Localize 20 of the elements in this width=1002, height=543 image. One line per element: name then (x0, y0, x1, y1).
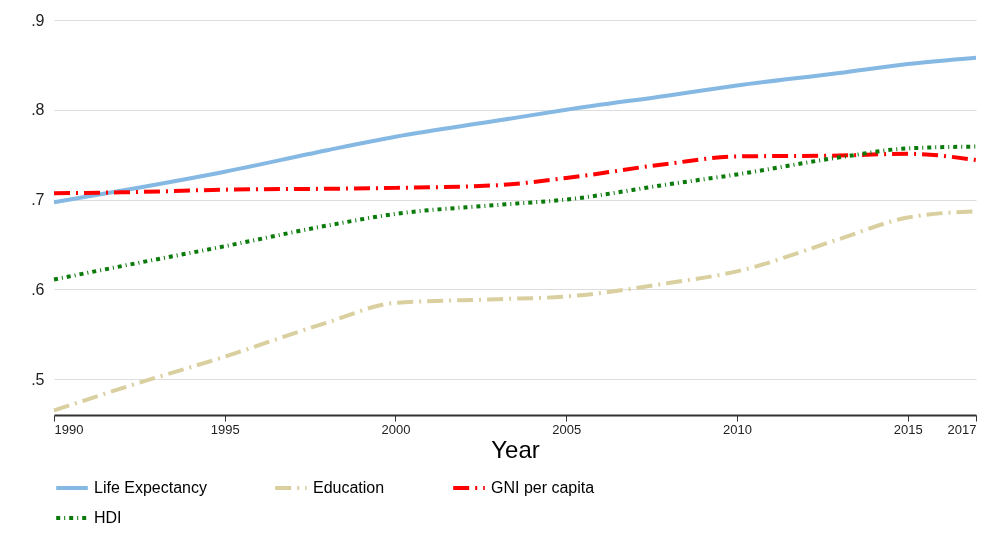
x-tick-label: 2015 (893, 421, 923, 437)
line-series (52, 55, 978, 205)
x-tick-label: 1995 (210, 421, 240, 437)
x-tick-label: 2010 (723, 421, 752, 437)
y-tick-label: .5 (31, 370, 45, 388)
legend-label: Life Expectancy (94, 479, 207, 496)
line-series (52, 151, 978, 196)
x-tick-label: 2000 (381, 421, 411, 437)
legend-label: Education (313, 479, 385, 496)
y-tick-label: .6 (31, 280, 45, 298)
x-axis-title: Year (491, 435, 540, 463)
x-tick-label: 2005 (552, 421, 582, 437)
x-tick-label: 1990 (54, 421, 84, 437)
legend-label: GNI per capita (491, 479, 595, 496)
y-tick-label: .8 (31, 101, 45, 119)
legend-label: HDI (94, 509, 122, 526)
y-tick-label: .9 (31, 11, 45, 29)
y-tick-label: .7 (31, 191, 45, 209)
line-series (52, 144, 978, 282)
x-tick-label: 2017 (947, 421, 977, 437)
